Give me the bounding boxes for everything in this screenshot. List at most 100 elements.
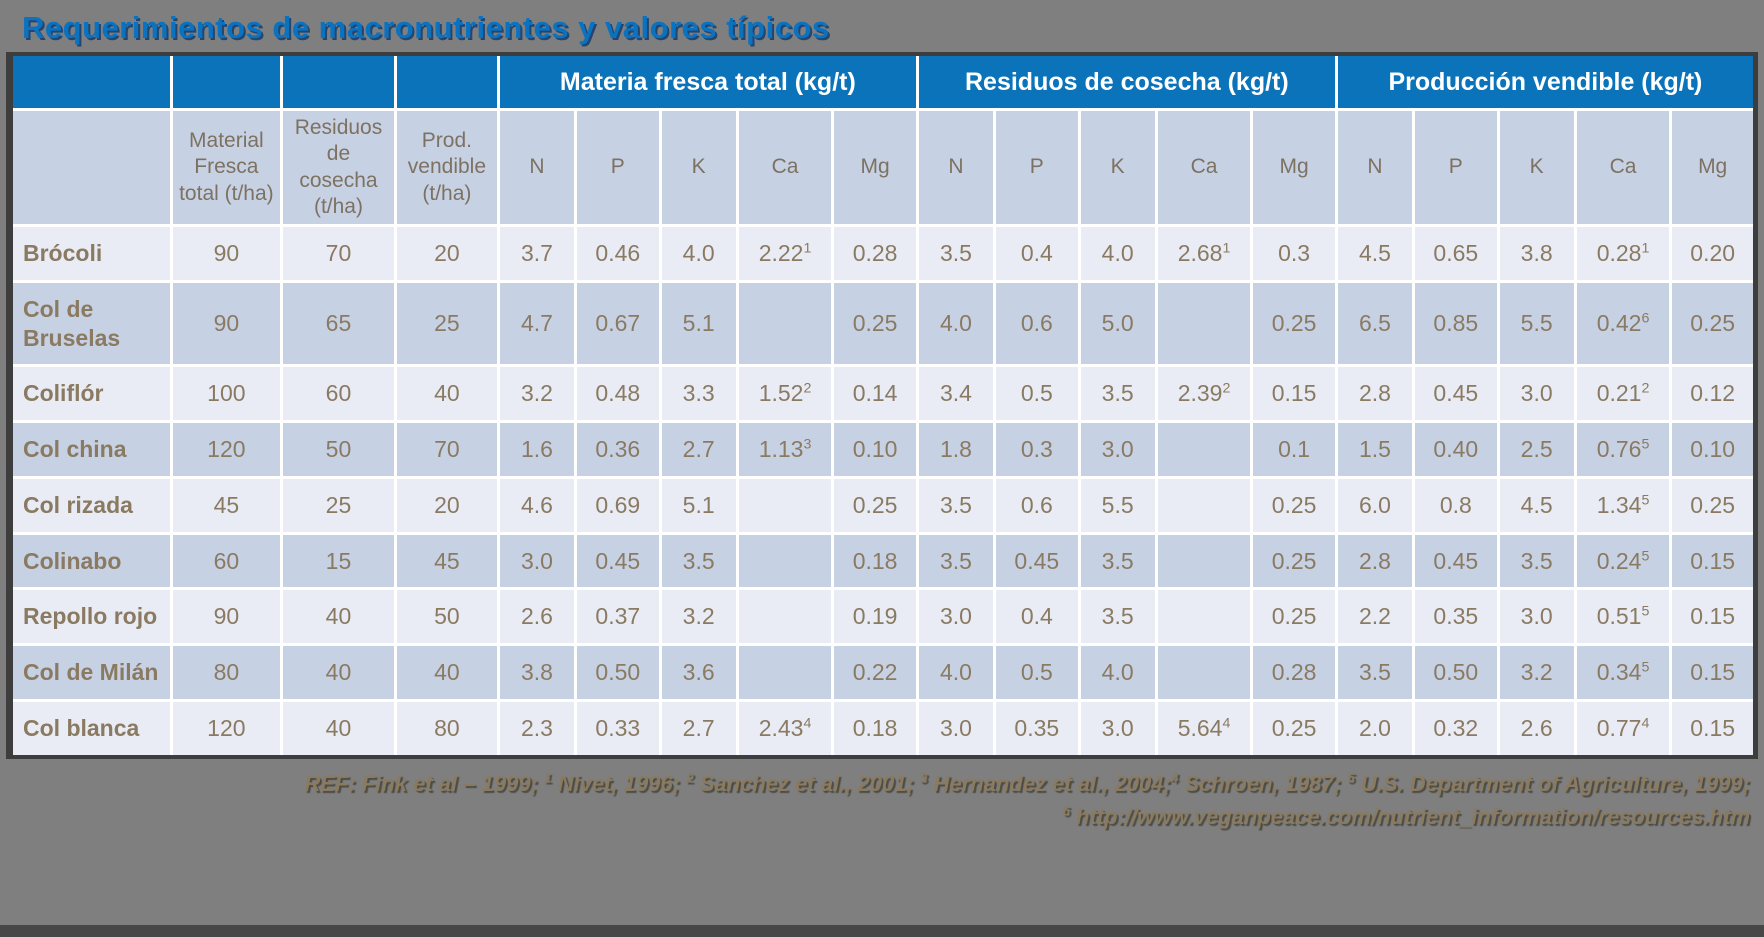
reference-text: http://www.veganpeace.com/nutrient_infor… (1069, 803, 1750, 829)
references-footer: REF: Fink et al – 1999; 1 Nivet, 1996; 2… (0, 767, 1750, 833)
value-cell: 0.28 (1250, 643, 1338, 702)
value-cell: 0.12 (1669, 364, 1757, 423)
value-cell: 5.1 (658, 279, 739, 368)
value-cell: 3.2 (1496, 643, 1577, 702)
crop-name-cell: Col de Milán (8, 643, 173, 702)
value-cell (1154, 587, 1254, 646)
footnote-marker: 4 (803, 715, 812, 732)
value-cell: 3.5 (915, 531, 997, 591)
crop-name-cell: Col rizada (8, 475, 173, 535)
value-cell: 70 (393, 420, 500, 479)
value-cell: 3.2 (658, 587, 739, 646)
footnote-marker: 5 (1347, 770, 1355, 786)
value-cell: 3.0 (1077, 420, 1158, 479)
value-cell: 0.48 (574, 364, 662, 423)
value-cell: 0.25 (1669, 475, 1757, 535)
page-title: Requerimientos de macronutrientes y valo… (22, 10, 830, 45)
value-cell: 3.5 (915, 224, 997, 283)
value-cell: 3.5 (658, 531, 739, 591)
value-cell: 6.0 (1334, 475, 1416, 535)
crop-name-cell: Col china (8, 420, 173, 479)
value-cell: 3.0 (1496, 364, 1577, 423)
value-cell: 5.644 (1154, 698, 1254, 759)
value-cell: 2.0 (1334, 698, 1416, 759)
reference-text: REF: Fink et al – 1999; (304, 770, 544, 796)
value-cell (735, 643, 835, 702)
value-cell: 4.0 (1077, 224, 1158, 283)
value-cell: 20 (393, 224, 500, 283)
table-row: Brócoli 90 70 20 3.7 0.46 4.0 2.221 0.28 3.5 0.4 4.… (8, 224, 1757, 283)
column-header-cell: Residuos de cosecha (t/ha) (280, 108, 397, 227)
value-cell: 0.4 (993, 224, 1081, 283)
value-cell: 2.5 (1496, 420, 1577, 479)
crop-name-cell: Coliflór (8, 364, 173, 423)
value-cell: 0.45 (574, 531, 662, 591)
column-header-cell: Mg (1669, 108, 1757, 227)
value-cell: 90 (169, 279, 284, 368)
value-cell: 0.25 (1250, 587, 1338, 646)
value-cell: 1.8 (915, 420, 997, 479)
value-cell: 0.426 (1573, 279, 1673, 368)
value-cell: 0.6 (993, 475, 1081, 535)
footnote-marker: 5 (1641, 659, 1650, 676)
header-spacer-cell (169, 52, 284, 111)
value-cell: 0.45 (1412, 531, 1500, 591)
value-cell: 40 (280, 643, 397, 702)
value-cell: 3.5 (915, 475, 997, 535)
value-cell: 80 (393, 698, 500, 759)
value-cell: 6.5 (1334, 279, 1416, 368)
value-cell: 0.46 (574, 224, 662, 283)
nutrient-table: Materia fresca total (kg/t) Residuos de c… (6, 52, 1758, 759)
value-cell: 5.5 (1077, 475, 1158, 535)
table-row: Coliflór 100 60 40 3.2 0.48 3.3 1.522 0.14 3.4 0.5… (8, 364, 1757, 423)
value-cell: 2.392 (1154, 364, 1254, 423)
column-header-cell: Prod. vendible (t/ha) (393, 108, 500, 227)
value-cell: 0.5 (993, 364, 1081, 423)
column-header-cell: N (915, 108, 997, 227)
footnote-marker: 3 (919, 770, 928, 786)
value-cell (1154, 420, 1254, 479)
value-cell: 0.1 (1250, 420, 1338, 479)
value-cell: 0.69 (574, 475, 662, 535)
value-cell: 3.4 (915, 364, 997, 423)
value-cell: 50 (393, 587, 500, 646)
value-cell: 0.37 (574, 587, 662, 646)
crop-name-cell: Colinabo (8, 531, 173, 591)
value-cell: 90 (169, 224, 284, 283)
value-cell: 0.45 (1412, 364, 1500, 423)
footnote-marker: 4 (1222, 715, 1231, 732)
value-cell: 0.18 (831, 531, 919, 591)
column-header-cell: P (993, 108, 1081, 227)
value-cell: 3.7 (496, 224, 578, 283)
value-cell: 45 (393, 531, 500, 591)
value-cell: 0.15 (1669, 587, 1757, 646)
value-cell: 3.0 (496, 531, 578, 591)
value-cell: 2.8 (1334, 531, 1416, 591)
value-cell: 1.6 (496, 420, 578, 479)
value-cell: 0.28 (831, 224, 919, 283)
value-cell: 2.2 (1334, 587, 1416, 646)
value-cell: 0.45 (993, 531, 1081, 591)
value-cell: 3.2 (496, 364, 578, 423)
value-cell (735, 531, 835, 591)
column-header-cell (8, 108, 173, 227)
value-cell: 3.5 (1077, 531, 1158, 591)
crop-name-cell: Brócoli (8, 224, 173, 283)
value-cell: 5.1 (658, 475, 739, 535)
value-cell: 100 (169, 364, 284, 423)
value-cell: 3.0 (915, 698, 997, 759)
footnote-marker: 5 (1641, 603, 1650, 620)
column-header-cell: Ca (1154, 108, 1254, 227)
column-header-cell: P (574, 108, 662, 227)
references-line-1: REF: Fink et al – 1999; 1 Nivet, 1996; 2… (0, 767, 1750, 800)
column-header-cell: N (496, 108, 578, 227)
value-cell: 0.65 (1412, 224, 1500, 283)
column-header-cell: Mg (831, 108, 919, 227)
table-row: Repollo rojo 90 40 50 2.6 0.37 3.2 0.19 3.0 0.4 3.… (8, 587, 1757, 646)
footnote-marker: 1 (1222, 240, 1231, 257)
value-cell: 0.36 (574, 420, 662, 479)
value-cell: 3.5 (1077, 587, 1158, 646)
footnote-marker: 3 (803, 436, 812, 453)
crop-name-cell: Repollo rojo (8, 587, 173, 646)
footnote-marker: 1 (544, 770, 552, 786)
